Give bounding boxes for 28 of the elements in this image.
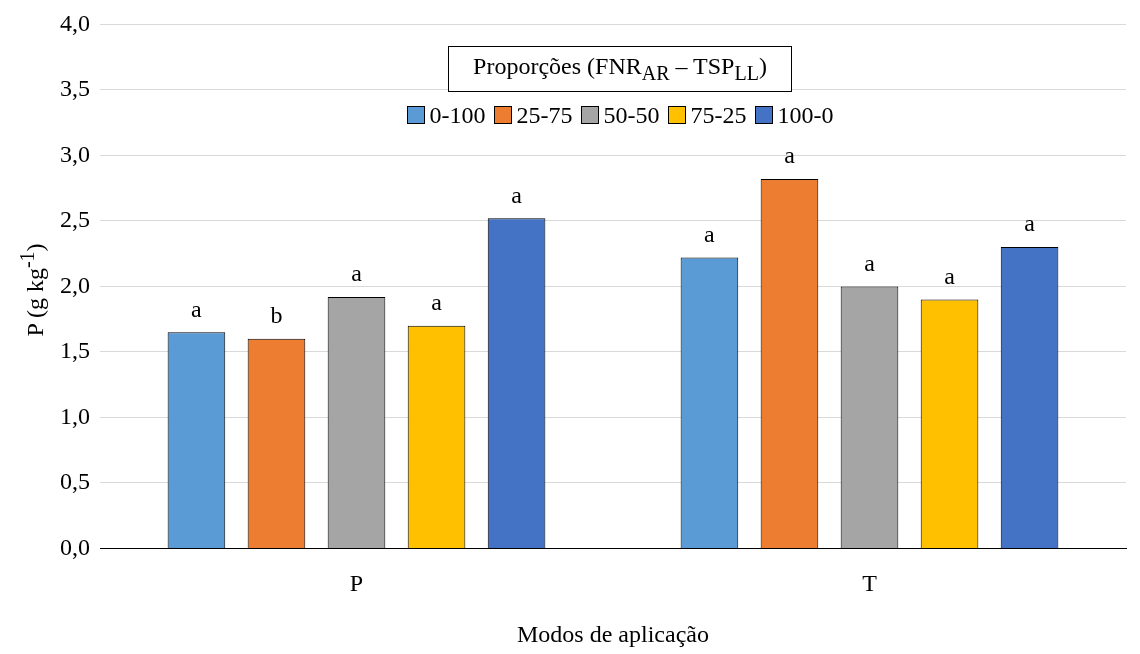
data-label: a	[784, 142, 796, 169]
legend-label: 25-75	[516, 101, 573, 129]
data-label: a	[864, 249, 876, 276]
legend-label: 50-50	[603, 101, 660, 129]
data-label: a	[431, 289, 443, 315]
data-label: a	[1024, 210, 1036, 237]
y-tick-label: 1,0	[60, 402, 90, 429]
legend-label: 75-25	[690, 101, 747, 129]
x-tick-label: P	[349, 570, 364, 597]
legend-label: 100-0	[777, 101, 834, 129]
data-label: a	[191, 295, 203, 322]
legend-label: 0-100	[429, 101, 486, 129]
y-tick-label: 1,5	[60, 337, 90, 364]
data-label: a	[944, 262, 956, 289]
data-label: a	[351, 260, 363, 287]
y-tick-label: 3,5	[60, 75, 90, 102]
y-tick-label: 3,0	[60, 140, 90, 167]
x-axis-title: Modos de aplicação	[517, 620, 709, 647]
y-tick-label: 0,0	[60, 533, 90, 560]
y-tick-label: 2,0	[60, 271, 90, 298]
y-tick-label: 0,5	[60, 468, 90, 495]
x-tick-label: T	[862, 570, 878, 597]
data-label: a	[704, 220, 716, 247]
data-label: b	[270, 302, 283, 329]
data-label: a	[511, 181, 523, 208]
y-tick-label: 4,0	[60, 9, 90, 36]
legend-title: Proporções (FNR$_{AR}$ – TSP$_{LL}$)	[448, 46, 792, 92]
y-tick-label: 2,5	[60, 206, 90, 233]
